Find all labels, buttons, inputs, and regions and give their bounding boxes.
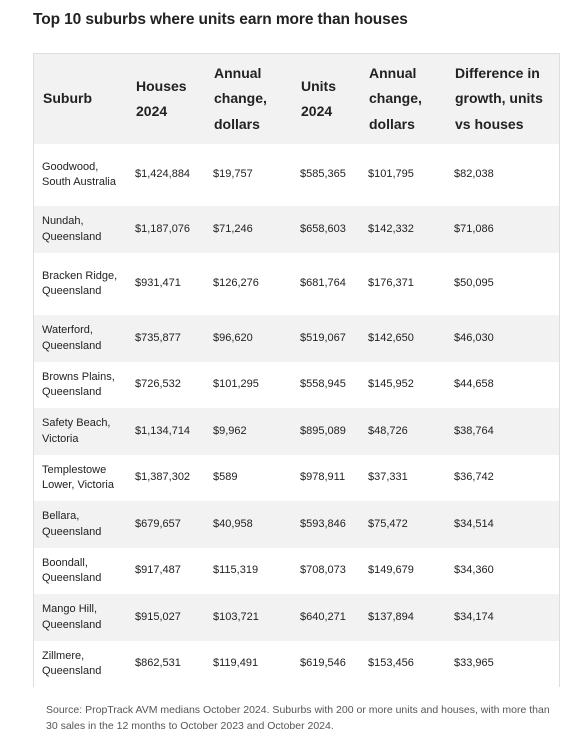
cell-houses-2024: $735,877 <box>135 331 181 344</box>
cell-suburb: Boondall, Queensland <box>42 556 102 585</box>
cell-suburb: Bracken Ridge, Queensland <box>42 269 118 298</box>
table-row: Templestowe Lower, Victoria $1,387,302 $… <box>34 455 559 501</box>
table-row: Browns Plains, Queensland $726,532 $101,… <box>34 362 559 408</box>
source-note: Source: PropTrack AVM medians October 20… <box>46 704 550 732</box>
cell-suburb: Safety Beach, Victoria <box>42 417 111 445</box>
cell-houses-change: $19,757 <box>213 168 253 181</box>
cell-houses-change: $40,958 <box>213 517 253 530</box>
cell-units-change: $176,371 <box>368 277 414 290</box>
header-units-2024: Units 2024 <box>301 77 336 120</box>
table-frame <box>33 53 560 687</box>
cell-difference: $34,514 <box>454 517 494 530</box>
cell-units-change: $48,726 <box>368 424 408 437</box>
cell-difference: $38,764 <box>454 424 494 437</box>
cell-houses-2024: $726,532 <box>135 378 181 391</box>
table-row: Safety Beach, Victoria $1,134,714 $9,962… <box>34 408 559 455</box>
cell-units-2024: $658,603 <box>300 222 346 235</box>
header-row: Suburb Houses 2024 Annual change, dollar… <box>34 54 559 144</box>
cell-houses-change: $115,319 <box>213 564 259 577</box>
cell-houses-change: $119,491 <box>213 657 259 670</box>
cell-units-2024: $519,067 <box>300 331 346 344</box>
cell-units-change: $153,456 <box>368 657 414 670</box>
cell-difference: $36,742 <box>454 471 494 484</box>
table-header: Suburb Houses 2024 Annual change, dollar… <box>34 54 559 144</box>
cell-difference: $34,174 <box>454 610 494 623</box>
cell-units-2024: $978,911 <box>300 471 346 484</box>
table-body: Goodwood, South Australia $1,424,884 $19… <box>34 144 559 687</box>
cell-houses-change: $101,295 <box>213 378 259 391</box>
cell-units-change: $75,472 <box>368 517 408 530</box>
page-title: Top 10 suburbs where units earn more tha… <box>33 11 408 28</box>
cell-houses-change: $589 <box>213 471 238 484</box>
cell-units-change: $145,952 <box>368 378 414 391</box>
cell-houses-2024: $1,134,714 <box>135 424 191 437</box>
header-houses-annual-change: Annual change, dollars <box>214 64 267 132</box>
table-row: Boondall, Queensland $917,487 $115,319 $… <box>34 548 559 594</box>
cell-houses-2024: $915,027 <box>135 610 181 623</box>
table-row: Goodwood, South Australia $1,424,884 $19… <box>34 144 559 206</box>
cell-units-change: $149,679 <box>368 564 414 577</box>
cell-houses-2024: $931,471 <box>135 277 181 290</box>
cell-units-change: $101,795 <box>368 168 414 181</box>
cell-units-change: $37,331 <box>368 471 408 484</box>
cell-units-2024: $895,089 <box>300 424 346 437</box>
cell-units-2024: $585,365 <box>300 168 346 181</box>
cell-suburb: Bellara, Queensland <box>42 510 102 538</box>
table-row: Bellara, Queensland $679,657 $40,958 $59… <box>34 501 559 548</box>
cell-difference: $34,360 <box>454 564 494 577</box>
cell-houses-change: $96,620 <box>213 331 253 344</box>
cell-houses-2024: $1,424,884 <box>135 168 191 181</box>
cell-houses-2024: $1,187,076 <box>135 222 191 235</box>
cell-houses-2024: $862,531 <box>135 657 181 670</box>
cell-units-change: $142,332 <box>368 222 414 235</box>
cell-suburb: Goodwood, South Australia <box>42 160 116 189</box>
header-difference: Difference in growth, units vs houses <box>455 64 543 132</box>
cell-houses-change: $103,721 <box>213 610 259 623</box>
header-suburb: Suburb <box>43 90 92 107</box>
cell-units-change: $142,650 <box>368 331 414 344</box>
cell-difference: $71,086 <box>454 222 494 235</box>
cell-units-2024: $593,846 <box>300 517 346 530</box>
cell-difference: $50,095 <box>454 277 494 290</box>
cell-houses-change: $126,276 <box>213 277 259 290</box>
table-row: Waterford, Queensland $735,877 $96,620 $… <box>34 315 559 362</box>
cell-difference: $33,965 <box>454 657 494 670</box>
cell-units-2024: $681,764 <box>300 277 346 290</box>
cell-suburb: Zillmere, Queensland <box>42 649 102 678</box>
cell-units-2024: $640,271 <box>300 610 346 623</box>
cell-units-change: $137,894 <box>368 610 414 623</box>
cell-units-2024: $558,945 <box>300 378 346 391</box>
cell-difference: $44,658 <box>454 378 494 391</box>
cell-houses-change: $9,962 <box>213 424 247 437</box>
cell-suburb: Templestowe Lower, Victoria <box>42 463 114 492</box>
cell-suburb: Nundah, Queensland <box>42 215 102 243</box>
cell-suburb: Browns Plains, Queensland <box>42 370 115 399</box>
suburbs-table: Suburb Houses 2024 Annual change, dollar… <box>34 54 559 687</box>
cell-suburb: Mango Hill, Queensland <box>42 603 102 631</box>
table-row: Mango Hill, Queensland $915,027 $103,721… <box>34 594 559 641</box>
table-row: Bracken Ridge, Queensland $931,471 $126,… <box>34 253 559 315</box>
table-row: Zillmere, Queensland $862,531 $119,491 $… <box>34 641 559 687</box>
cell-difference: $46,030 <box>454 331 494 344</box>
cell-houses-2024: $917,487 <box>135 564 181 577</box>
cell-difference: $82,038 <box>454 168 494 181</box>
header-houses-2024: Houses 2024 <box>136 77 187 120</box>
cell-suburb: Waterford, Queensland <box>42 324 102 352</box>
header-units-annual-change: Annual change, dollars <box>369 64 422 132</box>
cell-houses-2024: $1,387,302 <box>135 471 191 484</box>
cell-units-2024: $619,546 <box>300 657 346 670</box>
cell-houses-2024: $679,657 <box>135 517 181 530</box>
cell-houses-change: $71,246 <box>213 222 253 235</box>
cell-units-2024: $708,073 <box>300 564 346 577</box>
table-row: Nundah, Queensland $1,187,076 $71,246 $6… <box>34 206 559 253</box>
